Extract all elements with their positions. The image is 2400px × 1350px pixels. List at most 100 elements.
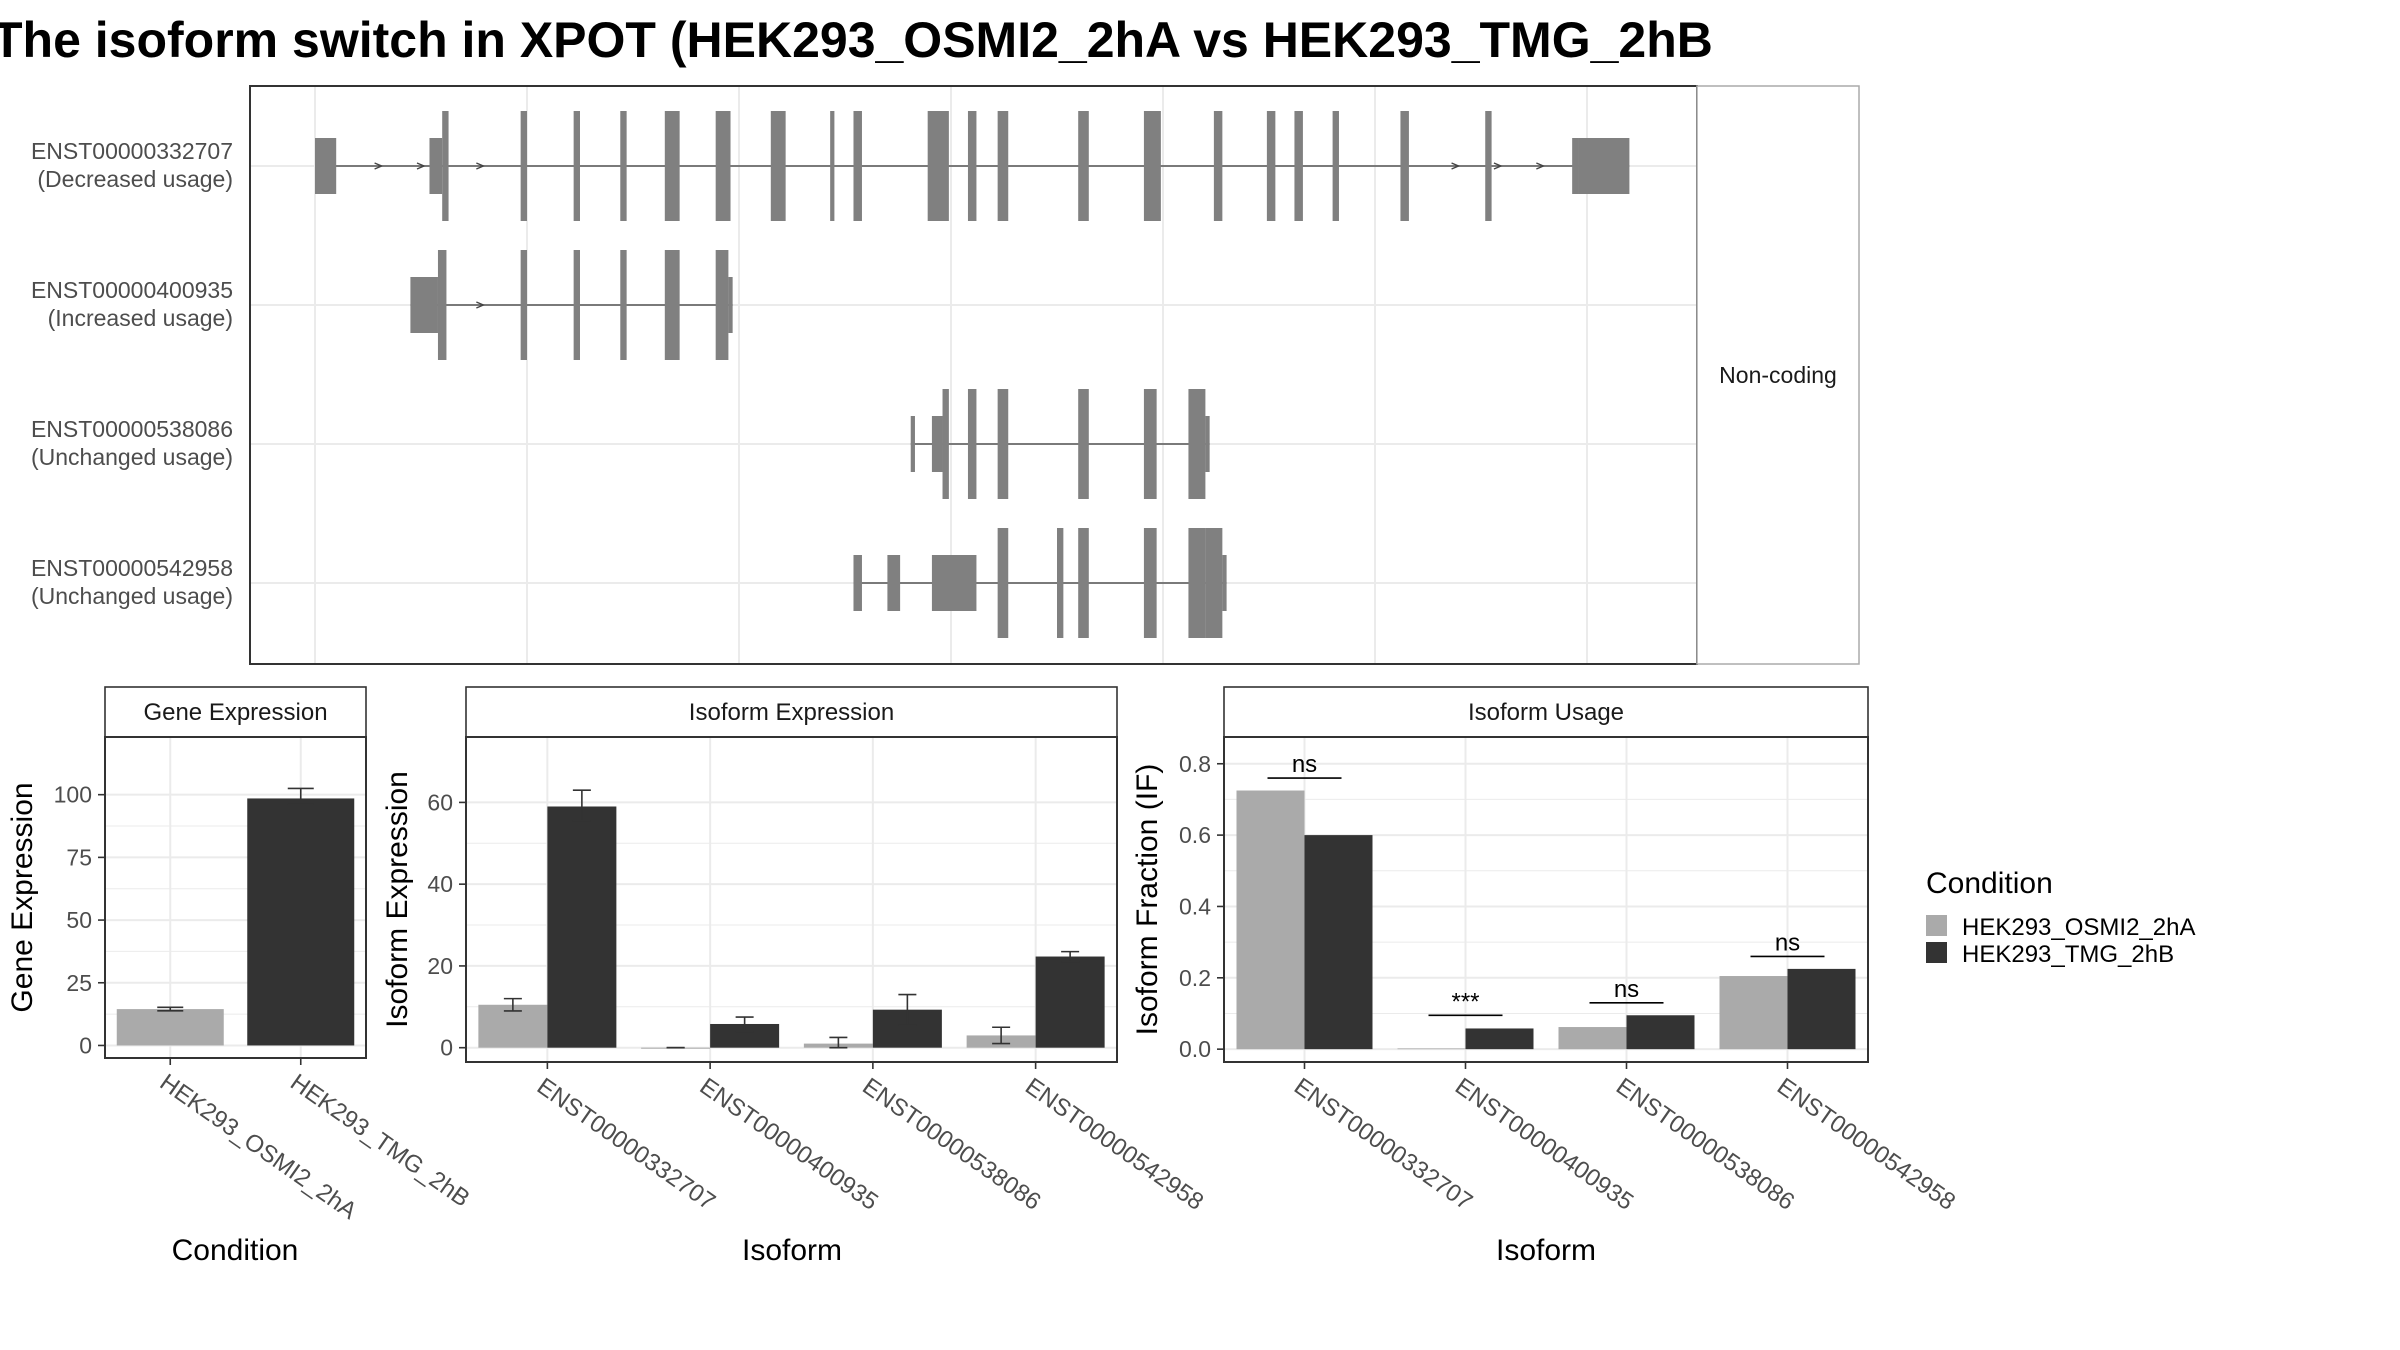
y-tick-label: 0 bbox=[440, 1035, 453, 1061]
intron-arrow bbox=[1536, 162, 1546, 170]
coding-exon bbox=[1485, 111, 1492, 221]
coding-exon bbox=[1332, 111, 1339, 221]
bar bbox=[1558, 1027, 1627, 1050]
noncoding-exon bbox=[887, 555, 901, 611]
legend-key-tmg bbox=[1926, 942, 1947, 963]
strip-label: Isoform Expression bbox=[689, 699, 894, 726]
x-tick-label: ENST00000400935 bbox=[1450, 1073, 1638, 1216]
y-tick-label: 0.4 bbox=[1179, 893, 1211, 919]
figure-title: The isoform switch in XPOT (HEK293_OSMI2… bbox=[0, 12, 1713, 68]
bar bbox=[547, 806, 617, 1048]
y-tick-label: 0.2 bbox=[1179, 965, 1211, 991]
noncoding-exon bbox=[728, 277, 733, 333]
coding-exon bbox=[1078, 111, 1089, 221]
bar bbox=[710, 1023, 780, 1048]
coding-exon bbox=[664, 250, 680, 360]
coding-exon bbox=[997, 528, 1009, 638]
coding-exon bbox=[1188, 528, 1206, 638]
strip-label: Isoform Usage bbox=[1468, 699, 1624, 726]
coding-exon bbox=[664, 111, 680, 221]
coding-exon bbox=[1213, 111, 1223, 221]
intron-arrow bbox=[476, 162, 486, 170]
strip-box bbox=[104, 686, 367, 738]
coding-exon bbox=[520, 111, 527, 221]
y-tick-label: 0 bbox=[79, 1032, 92, 1058]
legend-title: Condition bbox=[1926, 867, 2053, 900]
coding-exon bbox=[942, 389, 949, 499]
coding-exon bbox=[520, 250, 527, 360]
noncoding-exon bbox=[1578, 138, 1630, 194]
coding-exon bbox=[715, 250, 729, 360]
x-axis-title: Condition bbox=[172, 1234, 299, 1267]
y-tick-label: 50 bbox=[66, 907, 92, 933]
noncoding-exon bbox=[931, 555, 977, 611]
coding-exon bbox=[1143, 111, 1161, 221]
bar bbox=[1236, 790, 1305, 1050]
coding-exon bbox=[1143, 528, 1157, 638]
noncoding-exon bbox=[853, 555, 862, 611]
panel-border bbox=[465, 736, 1118, 1063]
coding-exon bbox=[997, 389, 1009, 499]
isoform-id-label: ENST00000400935 bbox=[31, 277, 233, 303]
y-tick-label: 0.8 bbox=[1179, 751, 1211, 777]
significance-label: ns bbox=[1775, 929, 1800, 956]
x-tick-label: ENST00000538086 bbox=[1611, 1073, 1799, 1216]
condition-legend: Condition HEK293_OSMI2_2hA HEK293_TMG_2h… bbox=[1926, 867, 2195, 968]
isoform-usage-panel: Isoform Usage ns *** ns ns 0.0 0.2 0.4 0.6 0.8 ENS… bbox=[1131, 686, 1960, 1267]
panel-border bbox=[104, 736, 367, 1059]
bar bbox=[247, 798, 355, 1046]
noncoding-exon bbox=[1205, 416, 1210, 472]
y-tick-label: 0.0 bbox=[1179, 1036, 1211, 1062]
strip-box bbox=[1223, 686, 1869, 738]
coding-exon bbox=[620, 250, 627, 360]
y-axis-title: Gene Expression bbox=[6, 782, 39, 1012]
y-tick-label: 25 bbox=[66, 970, 92, 996]
noncoding-exon bbox=[931, 416, 943, 472]
noncoding-exon bbox=[910, 416, 915, 472]
coding-exon bbox=[853, 111, 862, 221]
noncoding-exon bbox=[1572, 138, 1579, 194]
bar bbox=[1626, 1015, 1695, 1050]
structure-strip-label: Non-coding bbox=[1719, 362, 1837, 388]
coding-exon bbox=[1400, 111, 1409, 221]
y-tick-label: 40 bbox=[427, 871, 453, 897]
legend-label-tmg: HEK293_TMG_2hB bbox=[1962, 941, 2174, 968]
noncoding-exon bbox=[315, 138, 337, 194]
coding-exon bbox=[442, 111, 449, 221]
isoform-usage-label: (Unchanged usage) bbox=[31, 444, 233, 470]
coding-exon bbox=[1143, 389, 1157, 499]
bar bbox=[1719, 976, 1788, 1050]
coding-exon bbox=[1205, 528, 1223, 638]
isoform-id-label: ENST00000332707 bbox=[31, 138, 233, 164]
y-tick-label: 60 bbox=[427, 789, 453, 815]
bar bbox=[1035, 956, 1105, 1048]
x-tick-label: ENST00000332707 bbox=[532, 1073, 720, 1216]
coding-exon bbox=[715, 111, 731, 221]
y-axis-title: Isoform Expression bbox=[381, 771, 414, 1028]
noncoding-exon bbox=[429, 138, 443, 194]
coding-exon bbox=[830, 111, 835, 221]
panel-border bbox=[1223, 736, 1869, 1063]
bar bbox=[116, 1009, 224, 1046]
intron-arrow bbox=[1451, 162, 1461, 170]
isoform-id-label: ENST00000538086 bbox=[31, 416, 233, 442]
strip-label: Gene Expression bbox=[143, 699, 327, 726]
legend-key-osmi2 bbox=[1926, 915, 1947, 936]
coding-exon bbox=[1294, 111, 1303, 221]
coding-exon bbox=[770, 111, 786, 221]
isoform-id-label: ENST00000542958 bbox=[31, 555, 233, 581]
coding-exon bbox=[927, 111, 949, 221]
intron-arrow bbox=[374, 162, 384, 170]
bar bbox=[1787, 968, 1856, 1050]
structure-strip bbox=[1696, 85, 1860, 665]
bar bbox=[1397, 1048, 1466, 1050]
isoform-expression-panel: Isoform Expression 0 20 40 60 ENST00000332707… bbox=[381, 686, 1208, 1267]
coding-exon bbox=[620, 111, 627, 221]
x-tick-label: ENST00000400935 bbox=[695, 1073, 883, 1216]
isoform-usage-label: (Decreased usage) bbox=[37, 166, 233, 192]
bar bbox=[478, 1004, 548, 1048]
x-tick-label: ENST00000542958 bbox=[1020, 1073, 1208, 1216]
bar bbox=[1304, 835, 1373, 1050]
significance-label: ns bbox=[1292, 751, 1317, 778]
